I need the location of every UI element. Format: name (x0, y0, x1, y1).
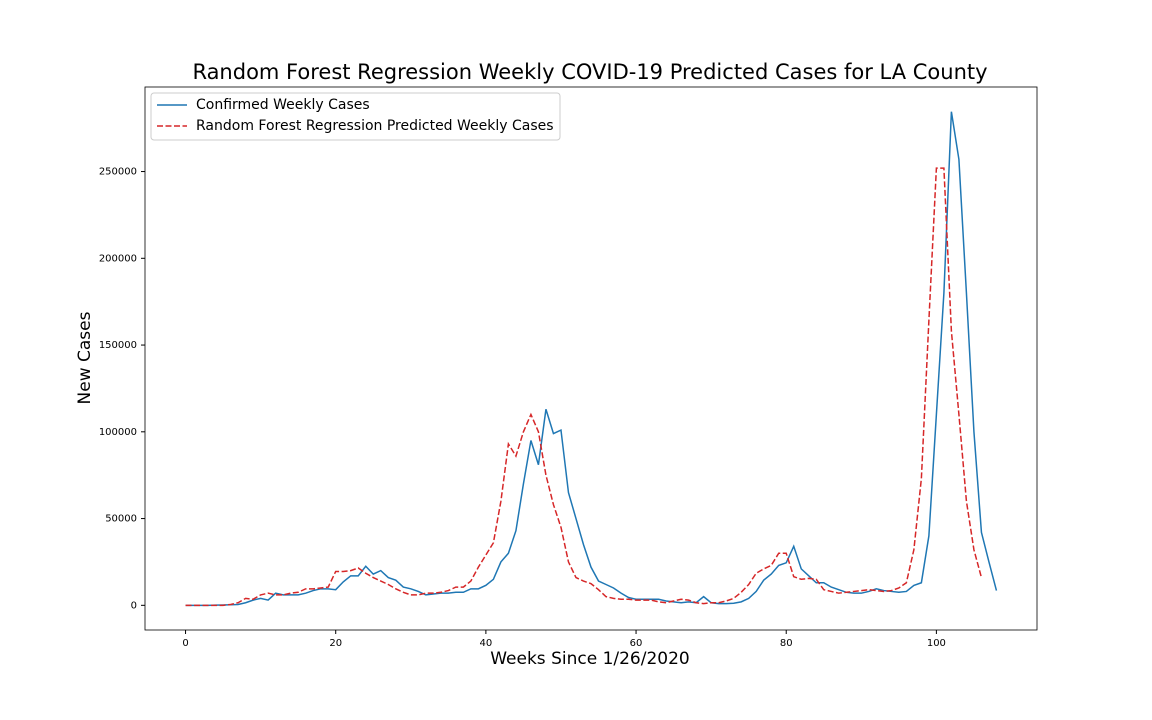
plot-frame (144, 86, 1038, 631)
y-axis-label: New Cases (75, 311, 95, 404)
x-tick-label: 40 (480, 638, 493, 649)
legend-label: Confirmed Weekly Cases (196, 97, 370, 113)
data-line (185, 167, 983, 607)
x-axis-label: Weeks Since 1/26/2020 (490, 649, 690, 669)
y-tick-label: 100000 (99, 427, 137, 438)
data-line (185, 111, 998, 607)
x-tick-label: 100 (927, 638, 946, 649)
x-tick-label: 60 (630, 638, 643, 649)
legend-box (150, 92, 561, 141)
y-tick-label: 250000 (99, 167, 137, 178)
x-tick-label: 0 (182, 638, 188, 649)
chart-title: Random Forest Regression Weekly COVID-19… (192, 60, 987, 84)
legend: Confirmed Weekly Cases Random Forest Regr… (150, 92, 561, 141)
y-tick-label: 50000 (105, 514, 137, 525)
x-tick-label: 20 (329, 638, 342, 649)
y-tick-label: 0 (131, 600, 137, 611)
y-tick-label: 150000 (99, 340, 137, 351)
y-tick-label: 200000 (99, 253, 137, 264)
legend-label: Random Forest Regression Predicted Weekl… (196, 118, 554, 134)
x-tick-label: 80 (780, 638, 793, 649)
